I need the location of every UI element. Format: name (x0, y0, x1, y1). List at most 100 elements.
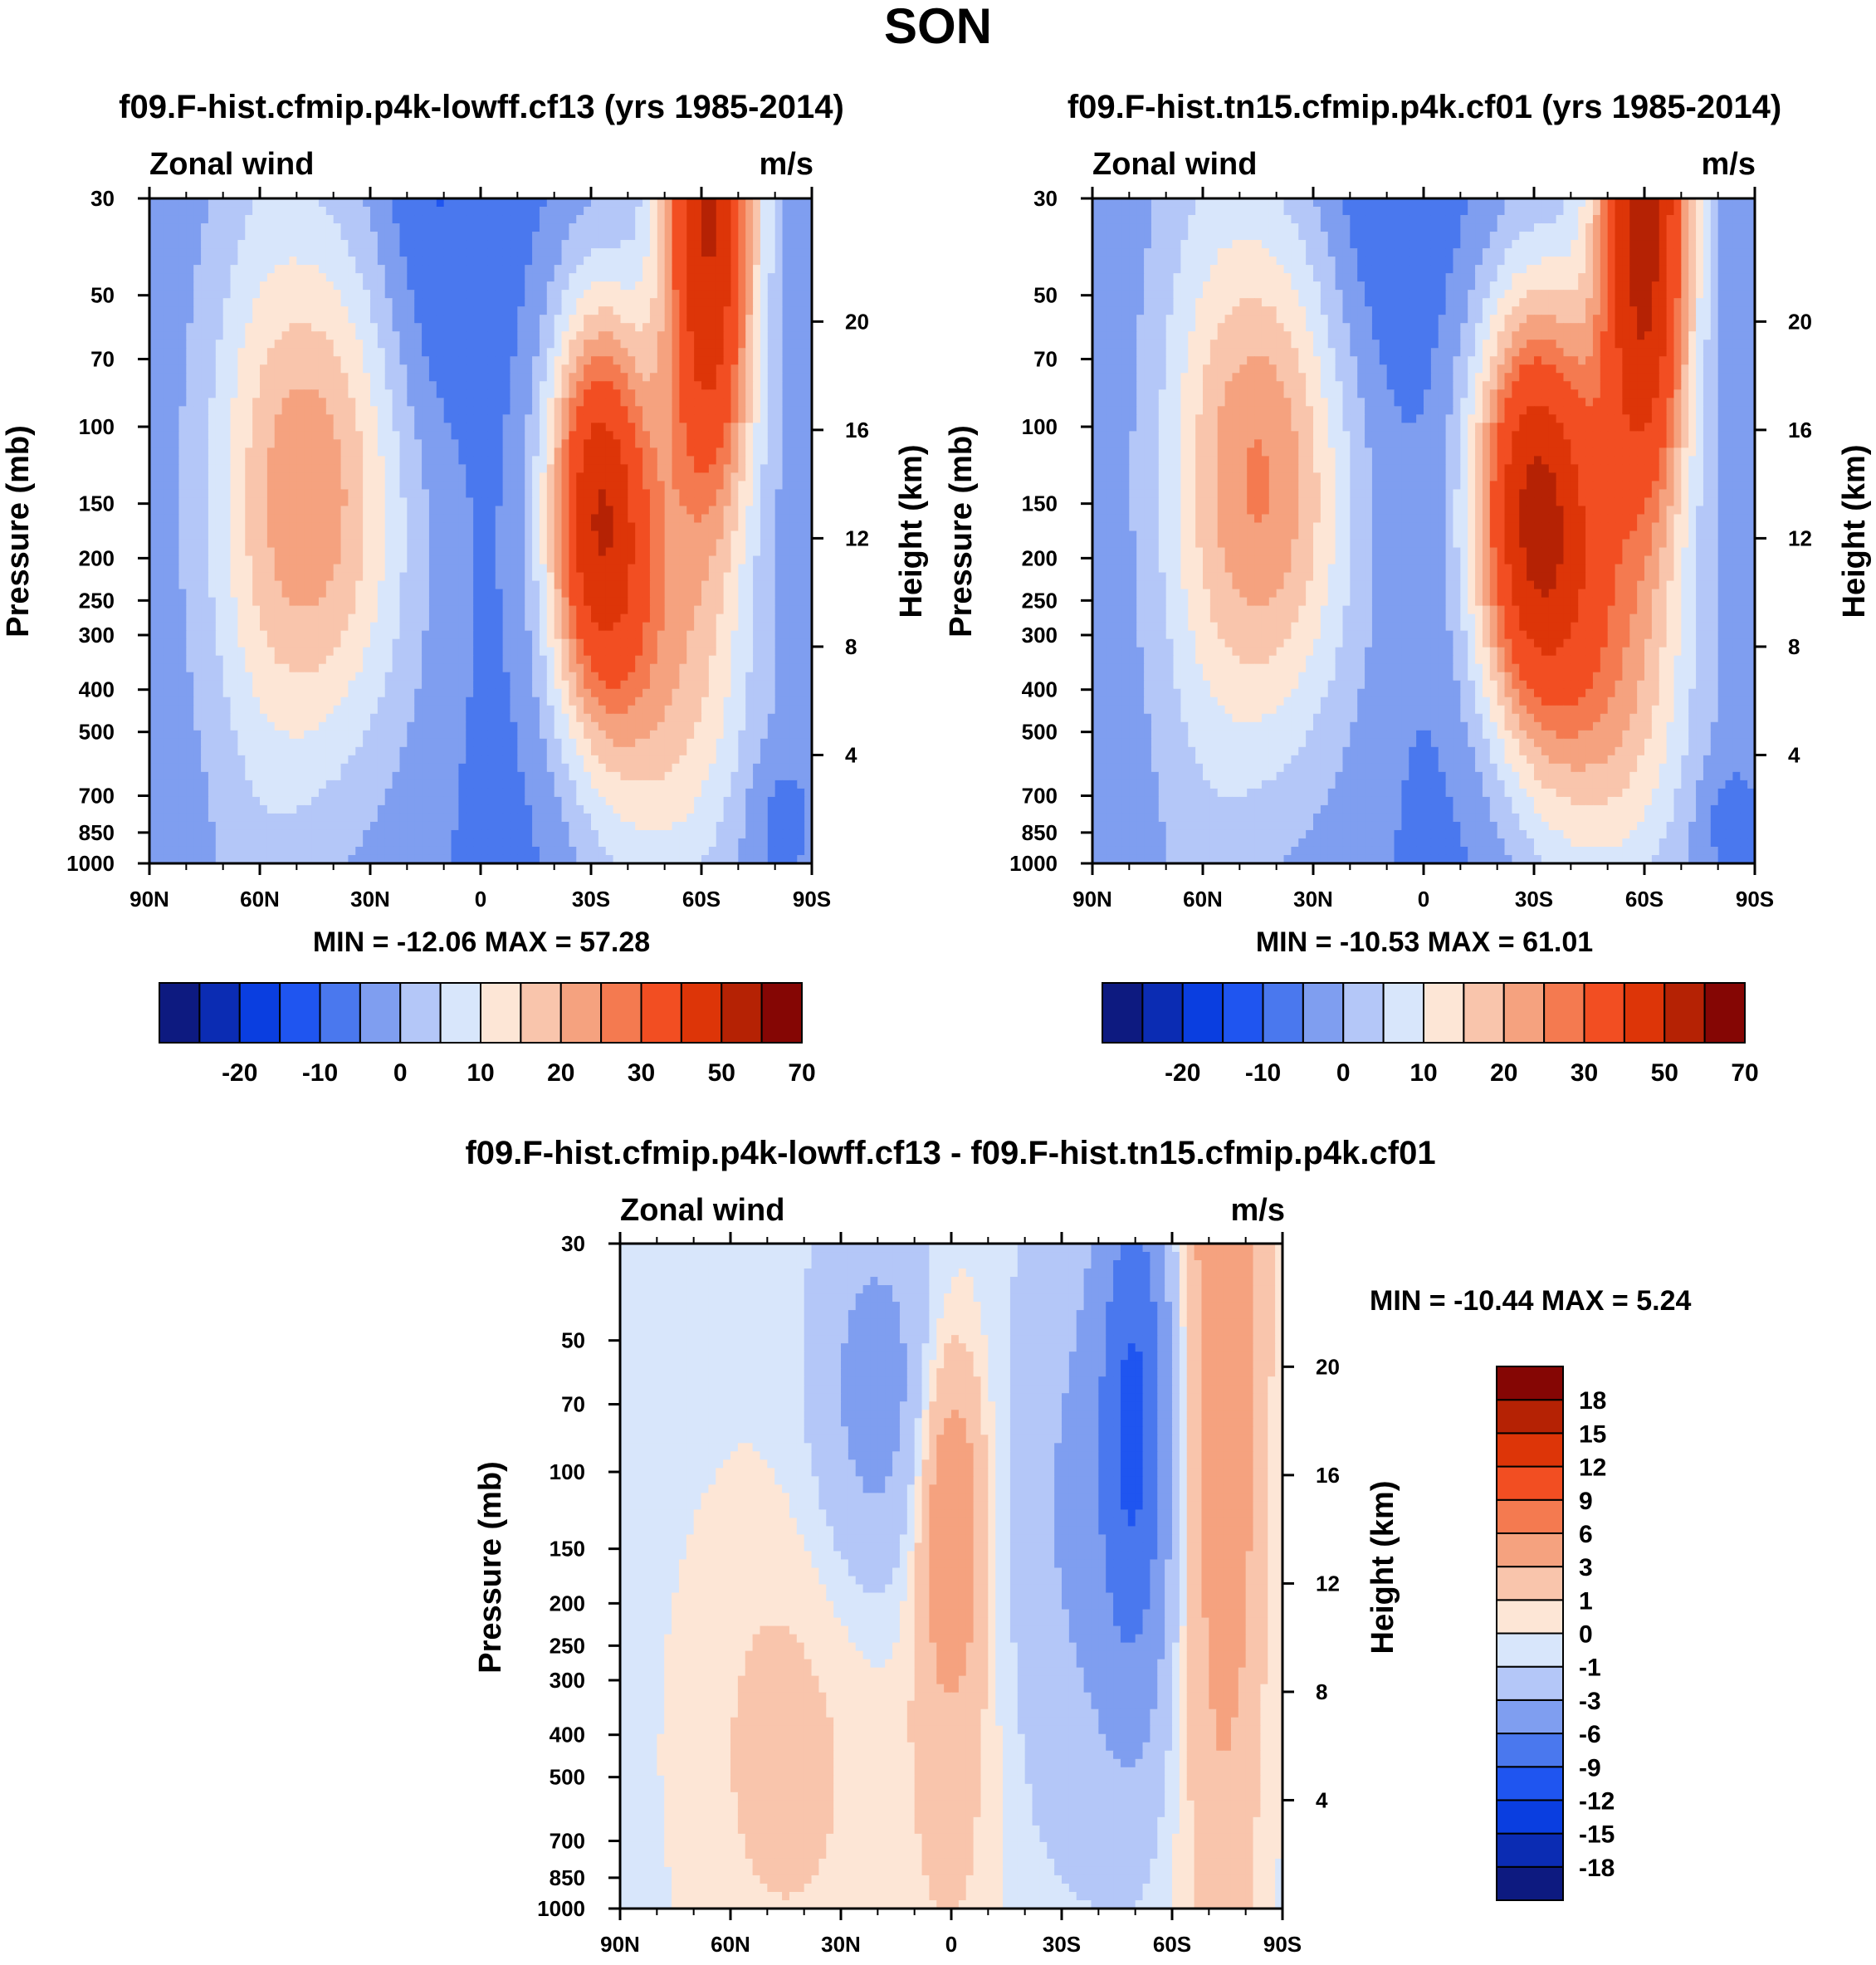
panel-diff-title: f09.F-hist.cfmip.p4k-lowff.cf13 - f09.F-… (465, 1135, 1435, 1171)
colorbar-label: -10 (1245, 1059, 1281, 1087)
y-tick-label: 30 (561, 1231, 585, 1256)
y-tick-label: 30 (90, 186, 115, 211)
y-right-tick-label: 20 (1316, 1354, 1340, 1379)
y-tick-label: 50 (1033, 283, 1058, 308)
x-tick-label: 90S (793, 887, 831, 912)
colorbar-label: -15 (1579, 1821, 1615, 1849)
panel-diff: f09.F-hist.cfmip.p4k-lowff.cf13 - f09.F-… (465, 1135, 1691, 1957)
y-right-tick-label: 4 (845, 742, 857, 767)
y-right-tick-label: 8 (1316, 1679, 1327, 1704)
y-tick-label: 30 (1033, 186, 1058, 211)
y-right-tick-label: 8 (845, 634, 857, 659)
panel-diff-colorbar: -18 -15 -12 -9 -6 -3 -1 0 1 3 6 9 12 15 18 (1496, 1366, 1615, 1901)
x-tick-label: 60S (1625, 887, 1663, 912)
panel-cf01-colorbar: -20 -10 0 10 20 30 50 70 (1102, 982, 1759, 1087)
colorbar-box (721, 982, 763, 1044)
colorbar-label: 10 (1409, 1059, 1437, 1087)
colorbar-label: 18 (1579, 1387, 1606, 1415)
colorbar-box (600, 982, 642, 1044)
panel-diff-minmax: MIN = -10.44 MAX = 5.24 (1370, 1285, 1691, 1317)
panel-cf13-minmax: MIN = -12.06 MAX = 57.28 (313, 926, 650, 958)
y-tick-label: 50 (90, 283, 115, 308)
panel-cf01: f09.F-hist.tn15.cfmip.p4k.cf01 (yrs 1985… (944, 89, 1872, 1087)
colorbar-label: 70 (1731, 1059, 1758, 1087)
colorbar-label: 30 (1571, 1059, 1598, 1087)
colorbar-box (640, 982, 682, 1044)
colorbar-label: -20 (1165, 1059, 1200, 1087)
colorbar-label: 50 (708, 1059, 735, 1087)
y-tick-label: 850 (79, 820, 115, 845)
colorbar-box (1262, 982, 1304, 1044)
colorbar-label: -10 (302, 1059, 338, 1087)
colorbar-label: -20 (222, 1059, 257, 1087)
y-tick-label: 1000 (66, 851, 115, 876)
panel-cf01-ylabel: Pressure (mb) (944, 425, 979, 638)
panel-diff-ylabel-right: Height (km) (1365, 1481, 1400, 1655)
x-tick-label: 30N (350, 887, 390, 912)
colorbar-label: 20 (547, 1059, 574, 1087)
x-tick-label: 60N (1183, 887, 1223, 912)
colorbar-box (1496, 1632, 1564, 1668)
colorbar-label: 9 (1579, 1488, 1593, 1515)
y-right-tick-label: 4 (1788, 742, 1800, 767)
colorbar-box (1496, 1832, 1564, 1868)
colorbar-box (559, 982, 603, 1044)
colorbar-box (319, 982, 361, 1044)
colorbar-box (359, 982, 402, 1044)
colorbar-label: -18 (1579, 1855, 1615, 1882)
colorbar-box (1181, 982, 1224, 1044)
x-tick-label: 0 (945, 1932, 957, 1957)
y-right-tick-label: 12 (845, 525, 869, 550)
x-tick-label: 90N (1072, 887, 1112, 912)
colorbar-box (238, 982, 281, 1044)
panel-diff-axes: 90N 60N 30N 0 30S 60S 90S 30 50 70 100 150 200 250 300… (537, 1231, 1340, 1957)
colorbar-box (1496, 1432, 1564, 1468)
colorbar-label: 12 (1579, 1454, 1606, 1482)
x-tick-label: 0 (475, 887, 486, 912)
colorbar-box (1496, 1599, 1564, 1635)
colorbar-box (1102, 982, 1144, 1044)
colorbar-box (1423, 982, 1465, 1044)
x-tick-label: 0 (1418, 887, 1429, 912)
x-tick-label: 90S (1263, 1932, 1302, 1957)
y-tick-label: 70 (561, 1392, 585, 1417)
y-tick-label: 500 (79, 720, 115, 745)
colorbar-label: 50 (1651, 1059, 1678, 1087)
x-tick-label: 90N (129, 887, 169, 912)
colorbar-box (1496, 1366, 1564, 1401)
panel-cf01-plot (1092, 198, 1756, 864)
panel-cf13-colorbar: -20 -10 0 10 20 30 50 70 (159, 982, 816, 1087)
x-tick-label: 60N (240, 887, 280, 912)
colorbar-box (1496, 1532, 1564, 1568)
y-tick-label: 850 (1022, 820, 1058, 845)
colorbar-label: -9 (1579, 1754, 1601, 1782)
colorbar-label: 0 (1336, 1059, 1351, 1087)
colorbar-box (1342, 982, 1385, 1044)
panel-diff-units: m/s (1231, 1193, 1285, 1228)
colorbar-label: 6 (1579, 1521, 1593, 1548)
y-tick-label: 1000 (1009, 851, 1058, 876)
y-tick-label: 200 (550, 1591, 585, 1616)
y-tick-label: 150 (1022, 491, 1058, 516)
y-tick-label: 50 (561, 1328, 585, 1353)
panel-cf01-title: f09.F-hist.tn15.cfmip.p4k.cf01 (yrs 1985… (1067, 89, 1781, 125)
y-tick-label: 150 (79, 491, 115, 516)
colorbar-box (1703, 982, 1746, 1044)
y-right-tick-label: 16 (1788, 418, 1812, 442)
x-tick-label: 60S (1153, 1932, 1191, 1957)
y-tick-label: 150 (550, 1537, 585, 1562)
colorbar-box (1496, 1566, 1564, 1601)
panel-cf01-axes: 90N 60N 30N 0 30S 60S 90S 30 50 70 100 150 200 250 300… (1009, 186, 1812, 912)
colorbar-label: -1 (1579, 1655, 1601, 1682)
y-tick-label: 200 (79, 545, 115, 570)
y-tick-label: 300 (79, 623, 115, 648)
panel-cf13-axes: 90N 60N 30N 0 30S 60S 90S 30 50 70 100 150 200 250 300… (66, 186, 869, 912)
x-tick-label: 60S (682, 887, 721, 912)
colorbar-box (1623, 982, 1666, 1044)
panel-diff-left-label: Zonal wind (620, 1193, 784, 1228)
y-tick-label: 300 (1022, 623, 1058, 648)
colorbar-box (1496, 1399, 1564, 1435)
colorbar-label: 20 (1490, 1059, 1517, 1087)
y-tick-label: 70 (1033, 347, 1058, 372)
colorbar-box (1496, 1498, 1564, 1534)
